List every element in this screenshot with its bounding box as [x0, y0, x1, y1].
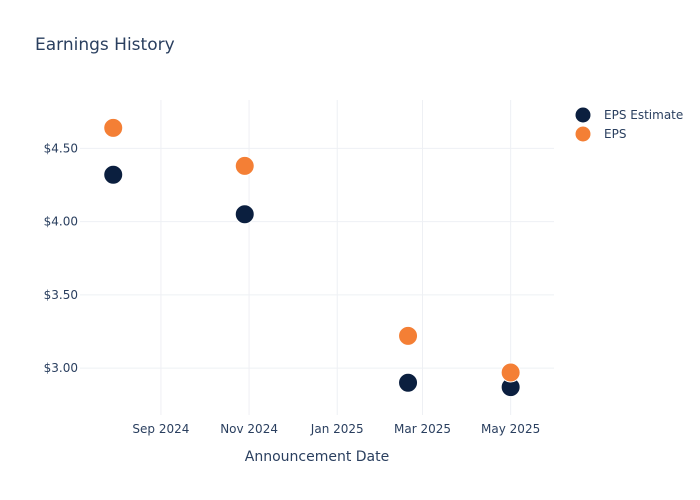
eps-point[interactable] — [398, 325, 419, 346]
chart-title: Earnings History — [35, 35, 175, 55]
x-tick-label: Sep 2024 — [132, 422, 189, 436]
x-tick-label: Jan 2025 — [310, 422, 364, 436]
x-axis-ticks: Sep 2024 Nov 2024 Jan 2025 Mar 2025 May 2025 — [132, 422, 540, 436]
grid-lines — [80, 100, 554, 415]
x-tick-label: May 2025 — [481, 422, 540, 436]
eps-point[interactable] — [500, 362, 521, 383]
legend: EPS Estimate EPS — [575, 107, 683, 142]
y-tick-label: $4.00 — [44, 215, 78, 229]
y-tick-label: $4.50 — [44, 141, 78, 155]
eps-estimate-point[interactable] — [103, 164, 124, 185]
legend-marker-eps — [575, 126, 591, 142]
eps-estimate-point[interactable] — [234, 204, 255, 225]
data-points — [103, 117, 521, 398]
x-tick-label: Nov 2024 — [220, 422, 278, 436]
legend-label-eps[interactable]: EPS — [604, 127, 626, 141]
eps-point[interactable] — [103, 117, 124, 138]
legend-label-eps-estimate[interactable]: EPS Estimate — [604, 108, 683, 122]
y-tick-label: $3.00 — [44, 361, 78, 375]
y-tick-label: $3.50 — [44, 288, 78, 302]
eps-estimate-point[interactable] — [398, 372, 419, 393]
legend-marker-eps-estimate — [575, 107, 591, 123]
y-axis-ticks: $3.00 $3.50 $4.00 $4.50 — [44, 141, 78, 375]
eps-point[interactable] — [234, 155, 255, 176]
x-axis-title: Announcement Date — [245, 449, 389, 465]
x-tick-label: Mar 2025 — [394, 422, 451, 436]
